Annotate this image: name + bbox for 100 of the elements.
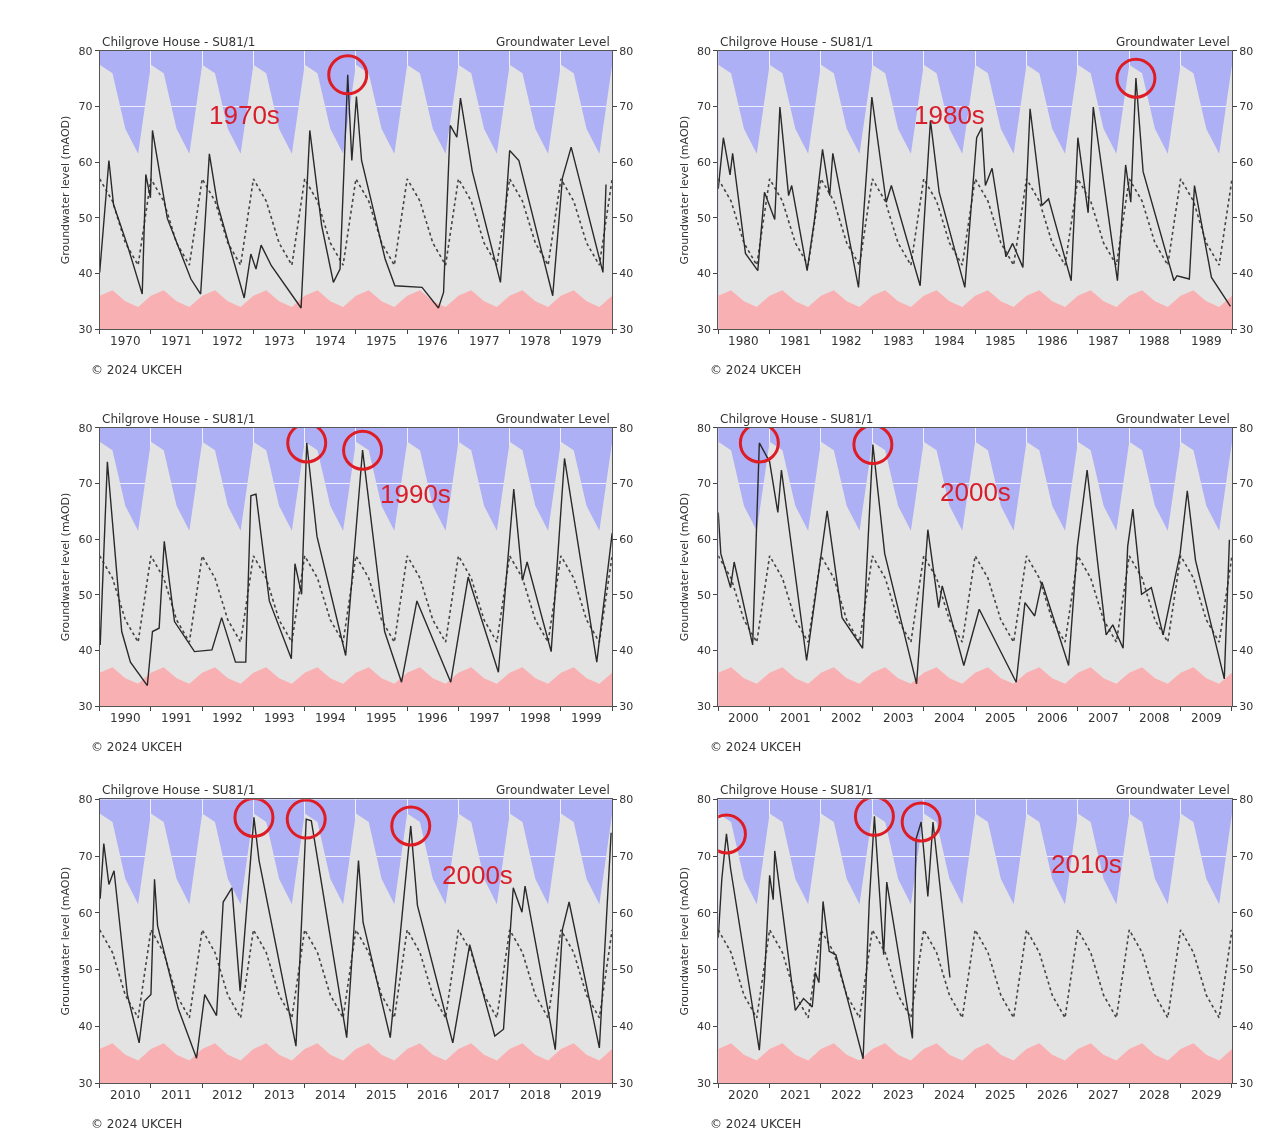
y-axis-title: Groundwater level (mAOD) bbox=[677, 115, 691, 265]
y-tick-label: 80 bbox=[697, 793, 712, 807]
x-tick-label: 1986 bbox=[1037, 334, 1068, 348]
x-tick-label: 2007 bbox=[1088, 711, 1119, 725]
x-tick-label: 2015 bbox=[366, 1088, 397, 1102]
x-tick-label: 2002 bbox=[831, 711, 862, 725]
y-tick-label: 30 bbox=[697, 1076, 712, 1090]
x-tick-label: 2001 bbox=[780, 711, 811, 725]
y2-tick-label: 80 bbox=[619, 421, 634, 435]
line-series bbox=[99, 178, 613, 266]
y-tick-label: 70 bbox=[78, 100, 93, 114]
x-tick-label: 2028 bbox=[1139, 1088, 1170, 1102]
x-tick-label: 2005 bbox=[985, 711, 1016, 725]
x-tick-label: 1981 bbox=[780, 334, 811, 348]
y-tick-label: 70 bbox=[697, 849, 712, 863]
x-tick-label: 1976 bbox=[417, 334, 448, 348]
text: © 2024 UKCEH bbox=[710, 740, 802, 754]
y-tick-label: 80 bbox=[78, 793, 93, 807]
y-tick-label: 30 bbox=[78, 322, 93, 336]
y-tick-label: 30 bbox=[78, 1076, 93, 1090]
line-series bbox=[718, 555, 1232, 643]
x-tick-label: 1979 bbox=[571, 334, 602, 348]
x-tick-label: 2012 bbox=[212, 1088, 243, 1102]
y2-tick-label: 40 bbox=[619, 1020, 634, 1034]
y2-tick-label: 50 bbox=[619, 588, 634, 602]
x-tick-label: 2016 bbox=[417, 1088, 448, 1102]
y-tick-label: 30 bbox=[697, 699, 712, 713]
x-tick-label: 2027 bbox=[1088, 1088, 1119, 1102]
y-tick-label: 40 bbox=[697, 1020, 712, 1034]
y2-tick-label: 70 bbox=[1239, 849, 1254, 863]
y-tick-label: 30 bbox=[78, 699, 93, 713]
chart-title: Chilgrove House - SU81/1 bbox=[102, 412, 256, 426]
y2-tick-label: 60 bbox=[1239, 533, 1254, 547]
y-tick-label: 80 bbox=[697, 421, 712, 435]
y2-tick-label: 40 bbox=[619, 644, 634, 658]
y2-tick-label: 60 bbox=[1239, 906, 1254, 920]
x-tick-label: 1982 bbox=[831, 334, 862, 348]
y2-tick-label: 80 bbox=[619, 44, 634, 58]
y-tick-label: 40 bbox=[697, 267, 712, 281]
x-tick-label: 2020 bbox=[728, 1088, 759, 1102]
x-tick-label: 2010 bbox=[110, 1088, 141, 1102]
y2-tick-label: 30 bbox=[619, 699, 634, 713]
x-tick-label: 2004 bbox=[934, 711, 965, 725]
annotation: 2000s bbox=[442, 860, 513, 890]
x-tick-label: 2022 bbox=[831, 1088, 862, 1102]
y-tick-label: 50 bbox=[697, 963, 712, 977]
line-series bbox=[99, 555, 613, 643]
x-tick-label: 1989 bbox=[1191, 334, 1222, 348]
x-tick-label: 2024 bbox=[934, 1088, 965, 1102]
x-tick-label: 2013 bbox=[264, 1088, 295, 1102]
y-tick-label: 60 bbox=[78, 533, 93, 547]
x-tick-label: 1998 bbox=[520, 711, 551, 725]
y2-tick-label: 70 bbox=[619, 849, 634, 863]
x-tick-label: 2000 bbox=[728, 711, 759, 725]
chart-subtitle: Groundwater Level bbox=[496, 35, 610, 49]
y2-tick-label: 30 bbox=[619, 322, 634, 336]
y2-tick-label: 60 bbox=[619, 156, 634, 170]
y-tick-label: 30 bbox=[697, 322, 712, 336]
x-tick-label: 2025 bbox=[985, 1088, 1016, 1102]
line-series bbox=[718, 178, 1232, 266]
y2-tick-label: 60 bbox=[619, 906, 634, 920]
y-tick-label: 80 bbox=[697, 44, 712, 58]
y-tick-label: 80 bbox=[78, 421, 93, 435]
x-tick-label: 2017 bbox=[469, 1088, 500, 1102]
y-tick-label: 60 bbox=[697, 533, 712, 547]
x-tick-label: 2009 bbox=[1191, 711, 1222, 725]
annotation: 1980s bbox=[914, 100, 985, 130]
text: © 2024 UKCEH bbox=[91, 363, 183, 377]
y2-tick-label: 80 bbox=[619, 793, 634, 807]
x-tick-label: 2006 bbox=[1037, 711, 1068, 725]
y2-tick-label: 60 bbox=[619, 533, 634, 547]
y2-tick-label: 50 bbox=[619, 963, 634, 977]
x-tick-label: 1972 bbox=[212, 334, 243, 348]
y-tick-label: 50 bbox=[697, 211, 712, 225]
x-tick-label: 1992 bbox=[212, 711, 243, 725]
chart-subtitle: Groundwater Level bbox=[1116, 35, 1230, 49]
y-axis-title: Groundwater level (mAOD) bbox=[677, 866, 691, 1016]
y2-tick-label: 80 bbox=[1239, 793, 1254, 807]
x-tick-label: 1977 bbox=[469, 334, 500, 348]
y-axis-title: Groundwater level (mAOD) bbox=[677, 492, 691, 642]
x-tick-label: 2008 bbox=[1139, 711, 1170, 725]
y-tick-label: 60 bbox=[78, 906, 93, 920]
y2-tick-label: 30 bbox=[1239, 699, 1254, 713]
text: © 2024 UKCEH bbox=[91, 1117, 183, 1131]
chart-subtitle: Groundwater Level bbox=[1116, 783, 1230, 797]
y-tick-label: 70 bbox=[78, 849, 93, 863]
y2-tick-label: 50 bbox=[1239, 963, 1254, 977]
x-tick-label: 2018 bbox=[520, 1088, 551, 1102]
y-tick-label: 50 bbox=[697, 588, 712, 602]
y2-tick-label: 50 bbox=[1239, 588, 1254, 602]
y-tick-label: 40 bbox=[78, 1020, 93, 1034]
text: © 2024 UKCEH bbox=[91, 740, 183, 754]
chart-title: Chilgrove House - SU81/1 bbox=[720, 35, 874, 49]
y2-tick-label: 70 bbox=[619, 100, 634, 114]
y2-tick-label: 50 bbox=[1239, 211, 1254, 225]
x-tick-label: 2023 bbox=[883, 1088, 914, 1102]
x-tick-label: 1975 bbox=[366, 334, 397, 348]
x-tick-label: 1973 bbox=[264, 334, 295, 348]
x-tick-label: 1971 bbox=[161, 334, 192, 348]
y2-tick-label: 70 bbox=[1239, 477, 1254, 491]
